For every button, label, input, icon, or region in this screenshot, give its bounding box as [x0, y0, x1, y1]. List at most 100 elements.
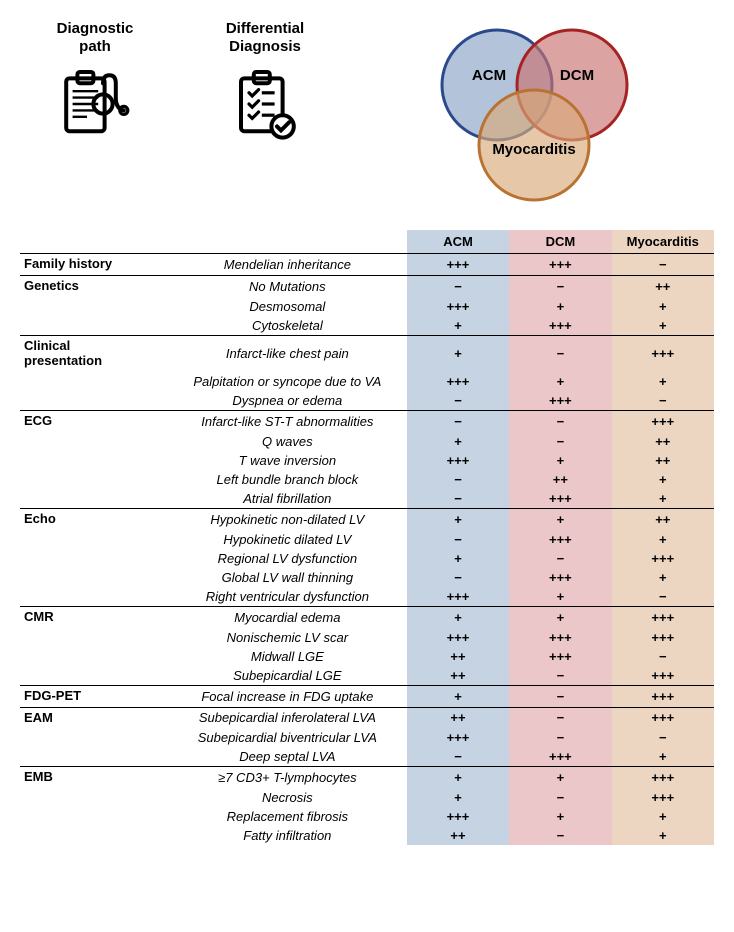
venn-diagram: ACMDCMMyocarditis	[360, 20, 714, 210]
value-cell-dcm: +++	[509, 628, 611, 647]
category-cell	[20, 432, 168, 451]
subcategory-cell: Nonischemic LV scar	[168, 628, 407, 647]
value-cell-acm: ++	[407, 707, 509, 728]
table-row: Fatty infiltration++−+	[20, 826, 714, 845]
table-row: Deep septal LVA−++++	[20, 747, 714, 767]
value-cell-myo: +	[612, 372, 714, 391]
category-cell	[20, 666, 168, 686]
differential-diagnosis-title: Differential Diagnosis	[226, 20, 304, 56]
value-cell-acm: +++	[407, 372, 509, 391]
value-cell-myo: −	[612, 647, 714, 666]
value-cell-acm: +	[407, 508, 509, 529]
category-cell	[20, 647, 168, 666]
col-header-acm: ACM	[407, 230, 509, 254]
subcategory-cell: Focal increase in FDG uptake	[168, 685, 407, 707]
value-cell-dcm: +++	[509, 530, 611, 549]
table-row: T wave inversion++++++	[20, 451, 714, 470]
subcategory-cell: Subepicardial biventricular LVA	[168, 728, 407, 747]
value-cell-dcm: +++	[509, 316, 611, 336]
table-row: EchoHypokinetic non-dilated LV++++	[20, 508, 714, 529]
value-cell-myo: +++	[612, 628, 714, 647]
category-cell	[20, 788, 168, 807]
table-row: Subepicardial biventricular LVA+++−−	[20, 728, 714, 747]
category-cell	[20, 372, 168, 391]
category-cell: Family history	[20, 254, 168, 276]
category-cell: ECG	[20, 410, 168, 431]
value-cell-myo: −	[612, 391, 714, 411]
table-row: Left bundle branch block−+++	[20, 470, 714, 489]
table-row: Clinical presentationInfarct-like chest …	[20, 335, 714, 371]
header: Diagnostic path Differential Diagnosis	[20, 20, 714, 210]
category-cell	[20, 728, 168, 747]
venn-label-dcm: DCM	[560, 67, 594, 84]
subcategory-cell: Infarct-like chest pain	[168, 335, 407, 371]
value-cell-myo: +++	[612, 410, 714, 431]
table-row: Family historyMendelian inheritance+++++…	[20, 254, 714, 276]
table-row: Hypokinetic dilated LV−++++	[20, 530, 714, 549]
table-row: CMRMyocardial edema+++++	[20, 606, 714, 627]
value-cell-myo: +++	[612, 788, 714, 807]
value-cell-dcm: −	[509, 666, 611, 686]
value-cell-acm: +++	[407, 807, 509, 826]
value-cell-myo: ++	[612, 508, 714, 529]
value-cell-acm: +	[407, 432, 509, 451]
value-cell-myo: −	[612, 254, 714, 276]
value-cell-myo: +	[612, 747, 714, 767]
value-cell-dcm: +++	[509, 391, 611, 411]
subcategory-cell: Atrial fibrillation	[168, 489, 407, 509]
category-cell: EAM	[20, 707, 168, 728]
col-header-myo: Myocarditis	[612, 230, 714, 254]
value-cell-acm: +++	[407, 628, 509, 647]
category-cell	[20, 807, 168, 826]
diagnostic-path-col: Diagnostic path	[20, 20, 170, 144]
value-cell-myo: +++	[612, 606, 714, 627]
value-cell-acm: +++	[407, 728, 509, 747]
table-row: Cytoskeletal+++++	[20, 316, 714, 336]
table-row: EMB≥7 CD3+ T-lymphocytes+++++	[20, 767, 714, 788]
subcategory-cell: Cytoskeletal	[168, 316, 407, 336]
value-cell-dcm: +++	[509, 647, 611, 666]
category-cell: Genetics	[20, 275, 168, 296]
category-cell: CMR	[20, 606, 168, 627]
value-cell-acm: +	[407, 316, 509, 336]
category-cell	[20, 316, 168, 336]
value-cell-myo: ++	[612, 451, 714, 470]
value-cell-myo: +	[612, 470, 714, 489]
value-cell-acm: −	[407, 470, 509, 489]
subcategory-cell: Midwall LGE	[168, 647, 407, 666]
value-cell-myo: +++	[612, 666, 714, 686]
table-row: Palpitation or syncope due to VA+++++	[20, 372, 714, 391]
value-cell-myo: +++	[612, 335, 714, 371]
value-cell-acm: +	[407, 788, 509, 807]
subcategory-cell: Palpitation or syncope due to VA	[168, 372, 407, 391]
category-cell	[20, 549, 168, 568]
category-cell: Echo	[20, 508, 168, 529]
value-cell-myo: +++	[612, 549, 714, 568]
category-cell	[20, 568, 168, 587]
value-cell-dcm: +	[509, 767, 611, 788]
value-cell-myo: +	[612, 807, 714, 826]
value-cell-dcm: +	[509, 606, 611, 627]
category-cell	[20, 451, 168, 470]
value-cell-acm: −	[407, 275, 509, 296]
value-cell-myo: +	[612, 568, 714, 587]
value-cell-acm: +	[407, 767, 509, 788]
value-cell-dcm: +++	[509, 568, 611, 587]
value-cell-myo: −	[612, 587, 714, 607]
venn-label-myo: Myocarditis	[492, 141, 575, 158]
table-row: Subepicardial LGE++−+++	[20, 666, 714, 686]
category-cell	[20, 391, 168, 411]
clipboard-stethoscope-icon	[55, 64, 135, 144]
table-row: ECGInfarct-like ST-T abnormalities−−+++	[20, 410, 714, 431]
value-cell-acm: +	[407, 685, 509, 707]
category-cell	[20, 297, 168, 316]
value-cell-myo: +	[612, 826, 714, 845]
category-cell: Clinical presentation	[20, 335, 168, 371]
value-cell-dcm: +++	[509, 489, 611, 509]
table-row: Global LV wall thinning−++++	[20, 568, 714, 587]
subcategory-cell: No Mutations	[168, 275, 407, 296]
value-cell-acm: −	[407, 747, 509, 767]
value-cell-myo: ++	[612, 432, 714, 451]
value-cell-acm: −	[407, 489, 509, 509]
value-cell-dcm: −	[509, 826, 611, 845]
